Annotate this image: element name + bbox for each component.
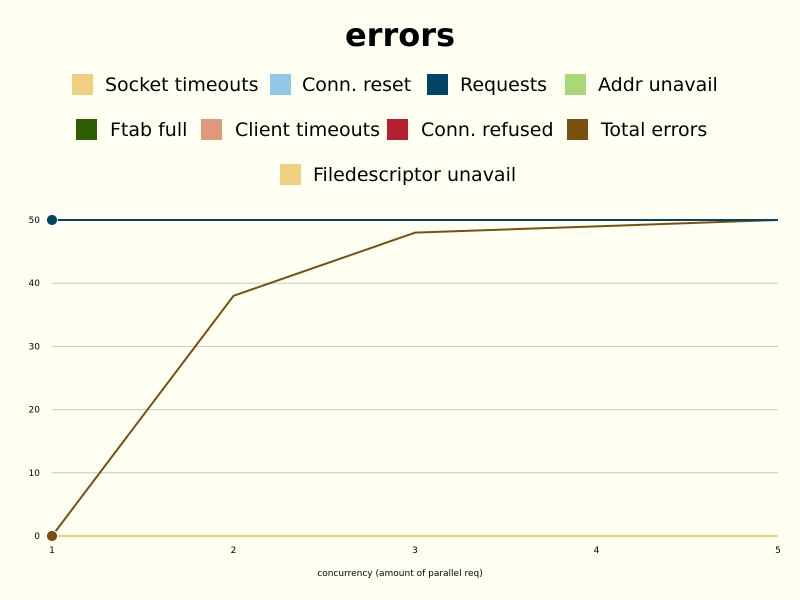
y-tick-label: 50 — [29, 216, 41, 226]
legend-item-requests: Requests — [427, 74, 547, 96]
legend-label: Total errors — [600, 119, 707, 141]
legend-item-client-timeouts: Client timeouts — [201, 119, 380, 141]
series-marker-requests — [46, 214, 58, 226]
legend-swatch — [427, 74, 448, 95]
legend-label: Conn. refused — [421, 119, 554, 141]
y-tick-label: 20 — [29, 406, 41, 416]
legend-swatch — [387, 119, 408, 140]
x-tick-label: 4 — [594, 546, 600, 556]
legend-item-total-errors: Total errors — [567, 119, 707, 141]
y-tick-label: 10 — [29, 469, 41, 479]
legend-swatch — [567, 119, 588, 140]
legend: Socket timeouts Conn. reset Requests Addr u… — [72, 74, 718, 186]
x-tick-label: 1 — [49, 546, 55, 556]
x-tick-label: 3 — [412, 546, 418, 556]
legend-label: Requests — [460, 74, 547, 96]
legend-swatch — [270, 74, 291, 95]
y-axis-ticks: 0 10 20 30 40 50 — [29, 216, 41, 542]
legend-label: Ftab full — [110, 119, 187, 141]
series-line-total-errors — [51, 219, 779, 537]
x-axis-ticks: 1 2 3 4 5 — [49, 546, 781, 556]
legend-item-addr-unavail: Addr unavail — [565, 74, 718, 96]
legend-item-ftab-full: Ftab full — [76, 119, 187, 141]
y-tick-label: 40 — [29, 279, 41, 289]
legend-label: Filedescriptor unavail — [313, 164, 516, 186]
x-axis-label: concurrency (amount of parallel req) — [317, 569, 482, 579]
legend-swatch — [72, 74, 93, 95]
legend-item-conn-reset: Conn. reset — [270, 74, 411, 96]
legend-swatch — [280, 164, 301, 185]
legend-swatch — [76, 119, 97, 140]
legend-swatch — [565, 74, 586, 95]
series-marker-total-errors — [46, 530, 58, 542]
y-tick-label: 30 — [29, 342, 41, 352]
series-markers — [46, 214, 58, 542]
chart-title: errors — [345, 16, 455, 54]
series-lines — [51, 219, 779, 537]
x-tick-label: 2 — [231, 546, 237, 556]
legend-item-conn-refused: Conn. refused — [387, 119, 554, 141]
legend-label: Addr unavail — [598, 74, 718, 96]
legend-label: Client timeouts — [235, 119, 380, 141]
legend-swatch — [201, 119, 222, 140]
y-tick-label: 0 — [34, 532, 40, 542]
legend-item-socket-timeouts: Socket timeouts — [72, 74, 259, 96]
legend-label: Conn. reset — [302, 74, 411, 96]
legend-item-filedescriptor-unavail: Filedescriptor unavail — [280, 164, 516, 186]
grid — [52, 219, 778, 537]
x-tick-label: 5 — [775, 546, 781, 556]
legend-label: Socket timeouts — [105, 74, 259, 96]
